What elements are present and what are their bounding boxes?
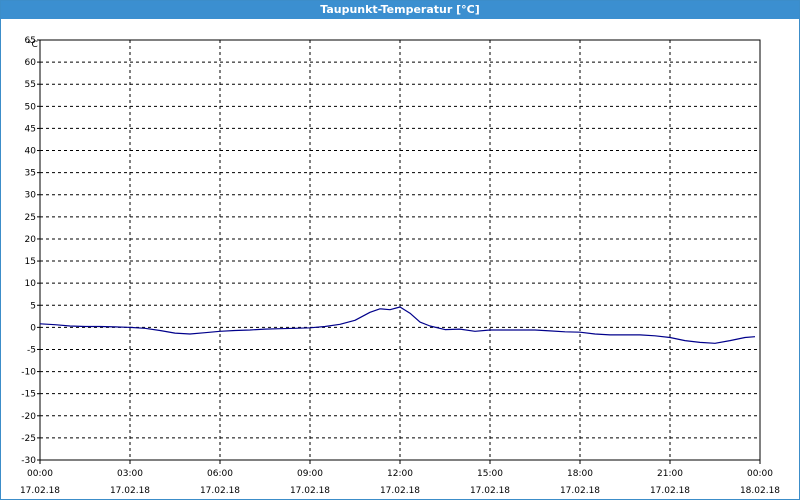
x-tick-label-date: 17.02.18 <box>290 486 330 496</box>
y-tick-label: 20 <box>25 235 37 245</box>
y-axis-unit-label: °C <box>27 40 38 50</box>
y-tick-label: 0 <box>30 323 36 333</box>
x-tick-label-time: 21:00 <box>657 469 683 479</box>
y-tick-label: 35 <box>25 169 36 179</box>
x-tick-label-date: 17.02.18 <box>20 486 60 496</box>
window-title: Taupunkt-Temperatur [°C] <box>1 1 799 19</box>
x-tick-label-time: 15:00 <box>477 469 503 479</box>
y-tick-label: -15 <box>21 390 36 400</box>
y-tick-label: 10 <box>25 279 37 289</box>
x-tick-label-date: 17.02.18 <box>470 486 510 496</box>
x-tick-label-date: 17.02.18 <box>380 486 420 496</box>
y-tick-label: 5 <box>30 301 36 311</box>
y-tick-label: -20 <box>21 412 36 422</box>
y-tick-label: 15 <box>25 257 36 267</box>
x-tick-label-time: 06:00 <box>207 469 233 479</box>
y-tick-label: 45 <box>25 124 36 134</box>
y-tick-label: 50 <box>25 102 37 112</box>
y-tick-label: 30 <box>25 191 37 201</box>
y-tick-label: 60 <box>25 58 37 68</box>
x-tick-label-date: 17.02.18 <box>200 486 240 496</box>
y-axis: 65605550454035302520151050-5-10-15-20-25… <box>21 36 40 466</box>
y-tick-label: -30 <box>21 456 36 466</box>
grid-lines <box>40 40 760 460</box>
series-layer <box>39 306 756 344</box>
y-tick-label: 65 <box>25 36 36 46</box>
x-tick-label-date: 17.02.18 <box>110 486 150 496</box>
y-tick-label: -25 <box>21 434 36 444</box>
y-tick-label: 25 <box>25 213 36 223</box>
x-tick-label-date: 18.02.18 <box>740 486 780 496</box>
x-tick-label-date: 17.02.18 <box>560 486 600 496</box>
y-tick-label: -5 <box>27 345 36 355</box>
x-tick-label-time: 18:00 <box>567 469 593 479</box>
x-tick-label-time: 09:00 <box>297 469 323 479</box>
y-tick-label: 55 <box>25 80 36 90</box>
y-tick-label: 40 <box>25 147 37 157</box>
y-tick-label: -10 <box>21 368 36 378</box>
x-axis: 00:00 17.02.18 03:00 17.02.18 06:00 17.02.18 0… <box>20 460 780 496</box>
x-tick-label-time: 00:00 <box>747 469 773 479</box>
x-tick-label-time: 03:00 <box>117 469 143 479</box>
x-tick-label-time: 00:00 <box>27 469 53 479</box>
x-tick-label-time: 12:00 <box>387 469 413 479</box>
series-line-dew-point <box>39 306 756 344</box>
x-tick-label-date: 17.02.18 <box>650 486 690 496</box>
